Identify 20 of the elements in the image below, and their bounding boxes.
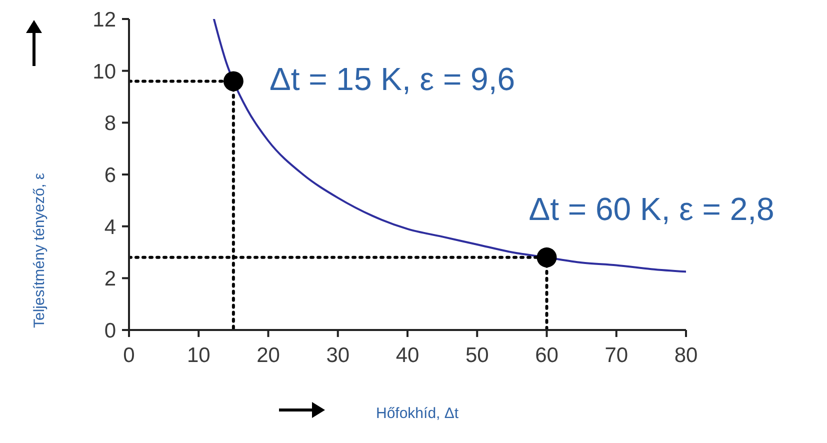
y-tick-label: 8 bbox=[104, 112, 116, 136]
x-tick-label: 80 bbox=[674, 344, 698, 367]
y-axis-title: Teljesítmény tényező, ε bbox=[31, 172, 48, 328]
x-tick-label: 0 bbox=[123, 344, 135, 367]
x-tick-label: 60 bbox=[535, 344, 558, 367]
x-tick-label: 30 bbox=[326, 344, 350, 367]
y-tick-label: 6 bbox=[104, 164, 116, 187]
y-tick-label: 4 bbox=[104, 216, 116, 239]
x-tick-label: 40 bbox=[396, 344, 420, 367]
x-tick-label: 50 bbox=[465, 344, 489, 367]
x-axis-title: Hőfokhíd, Δt bbox=[376, 405, 459, 422]
annotation: Δt = 60 K, ε = 2,8 bbox=[528, 190, 774, 230]
y-tick-label: 0 bbox=[104, 319, 116, 342]
annotation: Δt = 15 K, ε = 9,6 bbox=[269, 60, 515, 100]
y-tick-label: 12 bbox=[92, 8, 116, 32]
y-tick-label: 10 bbox=[92, 60, 116, 84]
y-tick-label: 2 bbox=[104, 268, 116, 291]
x-tick-label: 10 bbox=[186, 344, 210, 367]
x-tick-label: 70 bbox=[604, 344, 628, 367]
x-tick-label: 20 bbox=[256, 344, 280, 367]
